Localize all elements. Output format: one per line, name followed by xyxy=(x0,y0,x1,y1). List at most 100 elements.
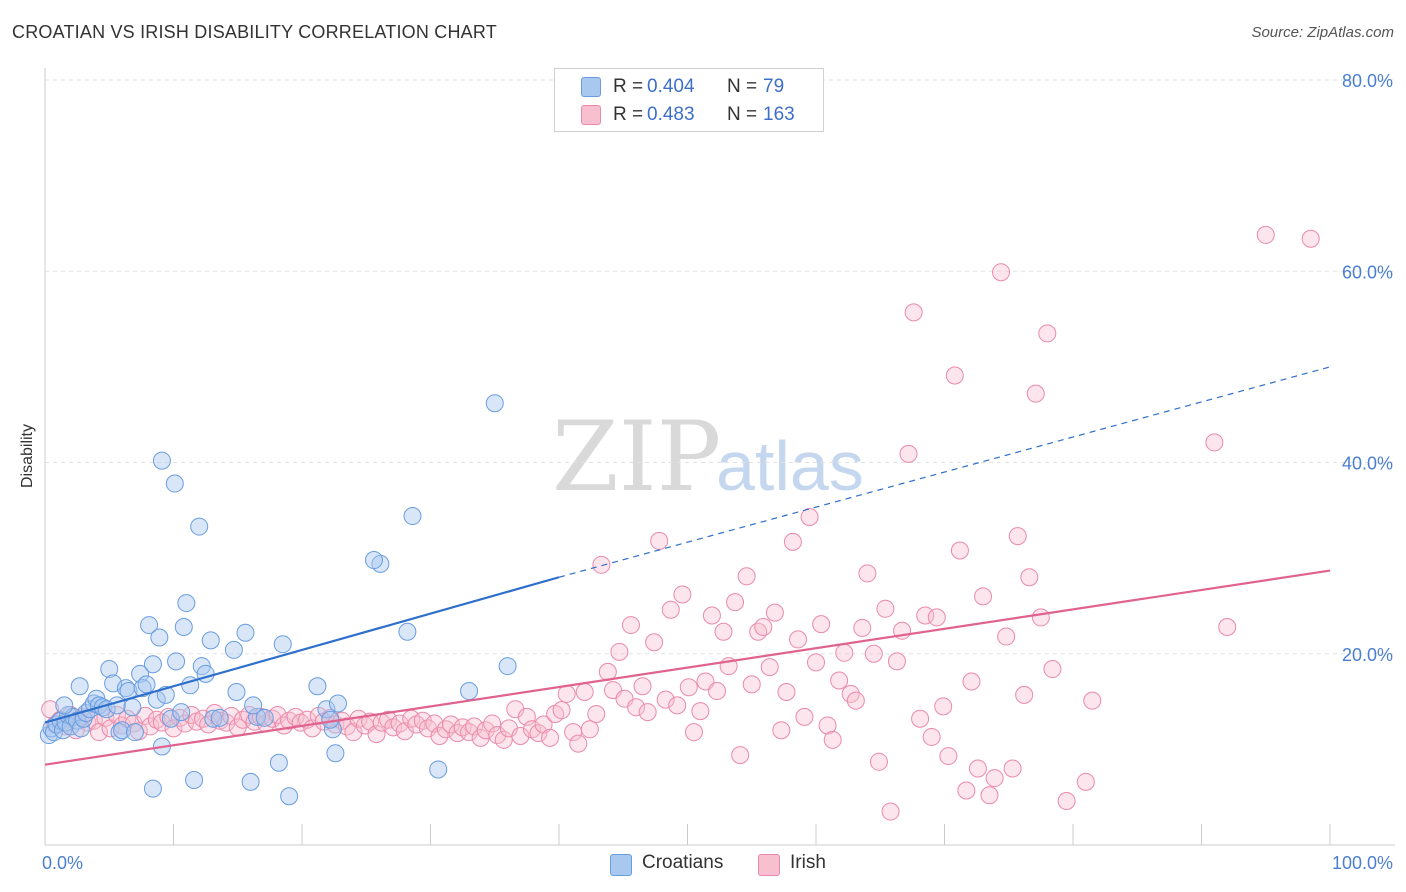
tick-labels: 20.0% 40.0% 60.0% 80.0% 0.0% 100.0% xyxy=(42,71,1393,873)
r-value: 0.483 xyxy=(647,104,695,125)
irish-point xyxy=(580,720,599,739)
irish-point xyxy=(476,721,495,740)
irish-point xyxy=(650,531,669,550)
irish-point xyxy=(1026,384,1045,403)
irish-point xyxy=(1256,225,1275,244)
irish-point xyxy=(465,717,484,736)
croatian-point xyxy=(125,723,144,742)
irish-point xyxy=(980,786,999,805)
irish-point xyxy=(876,599,895,618)
y-tick-label: 80.0% xyxy=(1342,71,1393,91)
irish-point xyxy=(927,608,946,627)
r-label: R = xyxy=(613,76,644,97)
croatians-swatch xyxy=(581,77,601,97)
irish-point xyxy=(950,541,969,560)
irish-points xyxy=(41,225,1320,821)
irish-point xyxy=(789,630,808,649)
irish-point xyxy=(1205,433,1224,452)
croatian-point xyxy=(280,787,299,806)
croatian-point xyxy=(70,677,89,696)
croatian-point xyxy=(244,696,263,715)
croatian-point xyxy=(185,770,204,789)
irish-point xyxy=(939,747,958,766)
croatians-legend-label: Croatians xyxy=(642,852,724,873)
irish-point xyxy=(147,710,166,729)
croatian-point xyxy=(100,660,119,679)
croatian-point xyxy=(460,682,479,701)
irish-point xyxy=(945,366,964,385)
irish-point xyxy=(922,727,941,746)
irish-point xyxy=(899,444,918,463)
irish-point xyxy=(430,726,449,745)
croatian-point xyxy=(210,708,229,727)
irish-point xyxy=(812,615,831,634)
irish-point xyxy=(916,606,935,625)
irish-point xyxy=(367,725,386,744)
irish-point xyxy=(835,643,854,662)
correlation-legend: R = 0.404 N = 79 R = 0.483 N = 163 xyxy=(554,68,824,132)
croatian-point xyxy=(204,709,223,728)
croatian-point xyxy=(123,698,142,717)
croatian-point xyxy=(190,517,209,536)
y-tick-label: 40.0% xyxy=(1342,454,1393,474)
irish-point xyxy=(708,682,727,701)
irish-point xyxy=(170,708,189,727)
irish-point xyxy=(592,555,611,574)
irish-point xyxy=(726,593,745,612)
croatian-point xyxy=(110,723,129,742)
irish-point xyxy=(737,567,756,586)
irish-point xyxy=(749,622,768,641)
croatian-point xyxy=(317,700,336,719)
trend-lines xyxy=(44,366,1331,766)
source-credit: Source: ZipAtlas.com xyxy=(1251,24,1394,41)
croatian-point xyxy=(224,640,243,659)
irish-point xyxy=(800,508,819,527)
irish-point xyxy=(1020,568,1039,587)
y-tick-label: 20.0% xyxy=(1342,645,1393,665)
irish-point xyxy=(777,683,796,701)
irish-point xyxy=(818,716,837,735)
n-value: 163 xyxy=(763,104,795,125)
irish-point xyxy=(541,728,560,747)
irish-point xyxy=(199,715,218,734)
irish-point xyxy=(864,644,883,663)
irish-point xyxy=(1043,660,1062,679)
irish-point xyxy=(853,618,872,637)
x-tick-label: 0.0% xyxy=(42,853,83,873)
irish-point xyxy=(621,616,640,635)
irish-point xyxy=(714,622,733,641)
irish-point xyxy=(344,723,363,742)
irish-point xyxy=(997,627,1016,646)
irish-point xyxy=(783,532,802,551)
croatian-point xyxy=(140,616,159,635)
croatian-point xyxy=(201,631,220,650)
irish-point xyxy=(858,564,877,583)
croatian-point xyxy=(273,635,292,654)
croatian-point xyxy=(152,451,171,470)
r-label: R = xyxy=(613,104,644,125)
croatian-point xyxy=(429,760,448,779)
irish-point xyxy=(1031,608,1050,627)
croatian-point xyxy=(174,617,193,636)
croatian-point xyxy=(269,753,288,772)
croatian-point xyxy=(137,675,156,694)
irish-point xyxy=(575,683,594,701)
irish-point xyxy=(869,752,888,771)
croatian-point xyxy=(177,594,196,613)
croatian-point xyxy=(167,652,186,671)
irish-point xyxy=(673,585,692,604)
irish-point xyxy=(992,263,1011,282)
croatian-point xyxy=(328,694,347,713)
irish-point xyxy=(222,706,241,725)
irish-point xyxy=(691,702,710,721)
legend-row-irish: R = 0.483 N = 163 xyxy=(555,101,823,129)
irish-point xyxy=(633,677,652,696)
irish-point xyxy=(552,701,571,720)
croatian-point xyxy=(248,707,267,726)
irish-point xyxy=(1083,691,1102,710)
irish-point xyxy=(1301,229,1320,248)
croatian-point xyxy=(172,703,191,722)
croatians-legend-swatch xyxy=(610,854,632,876)
croatian-point xyxy=(241,772,260,791)
irish-point xyxy=(684,723,703,742)
